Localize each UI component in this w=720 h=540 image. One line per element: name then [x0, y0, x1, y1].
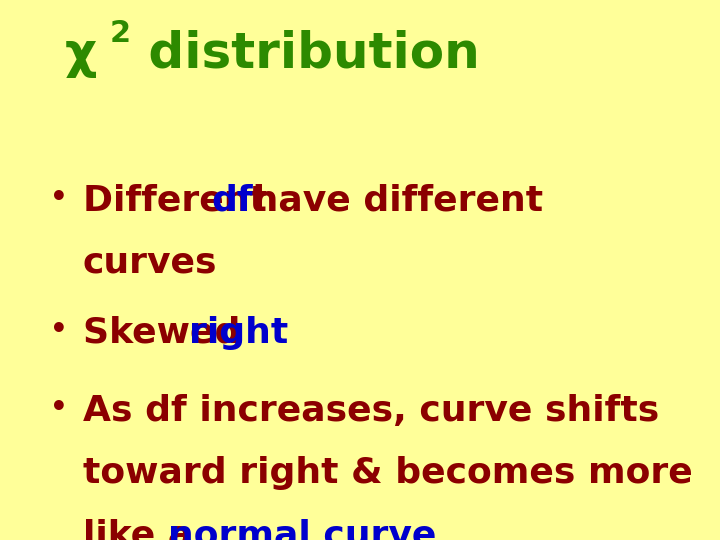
Text: have different: have different [240, 184, 543, 218]
Text: distribution: distribution [131, 30, 480, 78]
Text: curves: curves [83, 246, 217, 280]
Text: normal curve: normal curve [168, 518, 436, 540]
Text: right: right [189, 316, 289, 350]
Text: Skewed: Skewed [83, 316, 253, 350]
Text: toward right & becomes more: toward right & becomes more [83, 456, 693, 490]
Text: Different: Different [83, 184, 279, 218]
Text: •: • [50, 316, 68, 344]
Text: 2: 2 [109, 18, 130, 48]
Text: •: • [50, 394, 68, 422]
Text: As df increases, curve shifts: As df increases, curve shifts [83, 394, 659, 428]
Text: df: df [211, 184, 253, 218]
Text: •: • [50, 184, 68, 212]
Text: χ: χ [65, 30, 97, 78]
Text: like a: like a [83, 518, 204, 540]
